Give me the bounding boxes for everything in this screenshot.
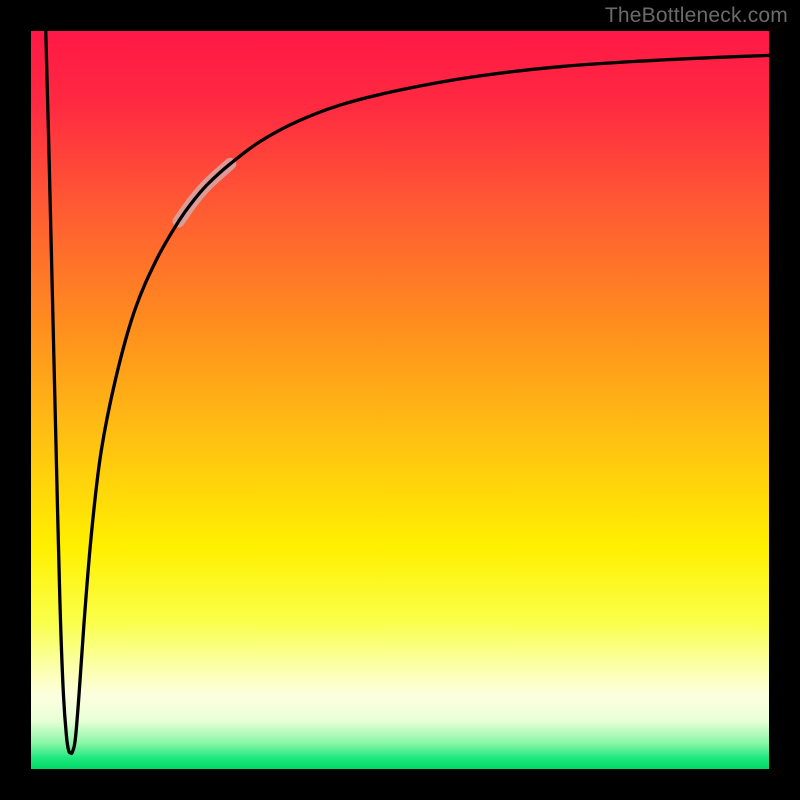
chart-svg: [31, 31, 769, 769]
gradient-background: [31, 31, 769, 769]
attribution-label: TheBottleneck.com: [605, 4, 788, 28]
bottleneck-chart: [31, 31, 769, 769]
